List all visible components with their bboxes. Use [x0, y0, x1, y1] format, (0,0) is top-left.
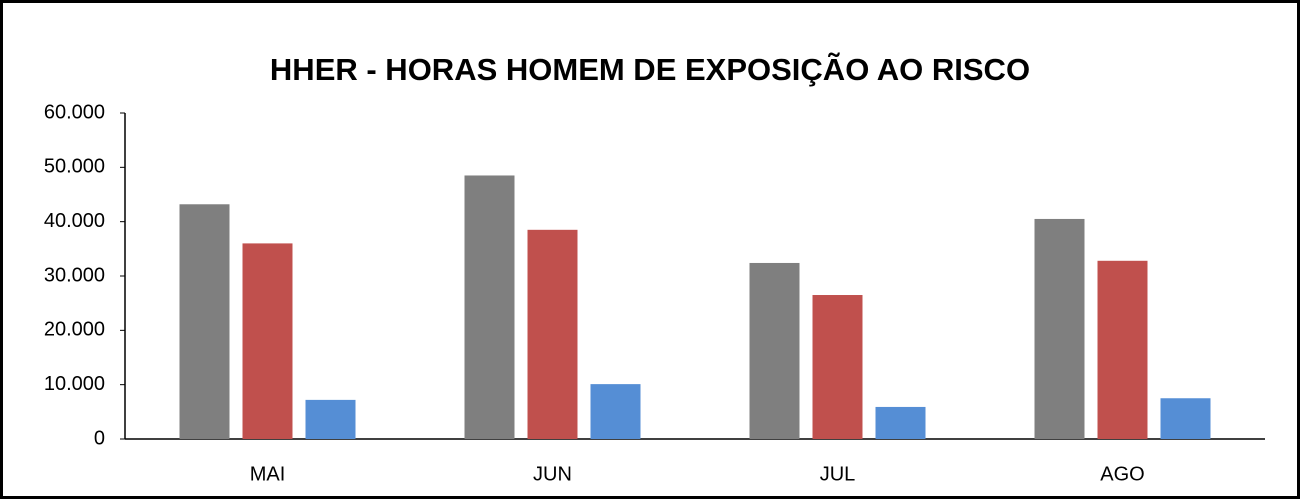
y-tick-label: 50.000	[44, 156, 105, 178]
x-tick-label: AGO	[1100, 463, 1144, 485]
y-tick-label: 60.000	[44, 101, 105, 123]
bar	[875, 406, 926, 439]
bar	[305, 399, 356, 439]
y-tick-label: 30.000	[44, 264, 105, 286]
bar	[1160, 398, 1211, 439]
y-tick-label: 40.000	[44, 210, 105, 232]
bar	[1034, 218, 1085, 439]
bar	[812, 295, 863, 439]
bar	[464, 175, 515, 439]
x-tick-label: JUL	[820, 463, 856, 485]
bar	[242, 243, 293, 439]
y-tick-label: 10.000	[44, 373, 105, 395]
x-tick-label: JUN	[533, 463, 572, 485]
bar	[179, 204, 230, 439]
bar	[590, 384, 641, 439]
y-tick-label: 20.000	[44, 319, 105, 341]
y-tick-label: 0	[94, 427, 105, 449]
bar	[527, 229, 578, 439]
bar	[1097, 260, 1148, 439]
chart-title: HHER - HORAS HOMEM DE EXPOSIÇÃO AO RISCO	[270, 52, 1030, 87]
x-tick-label: MAI	[250, 463, 286, 485]
bar	[749, 262, 800, 439]
